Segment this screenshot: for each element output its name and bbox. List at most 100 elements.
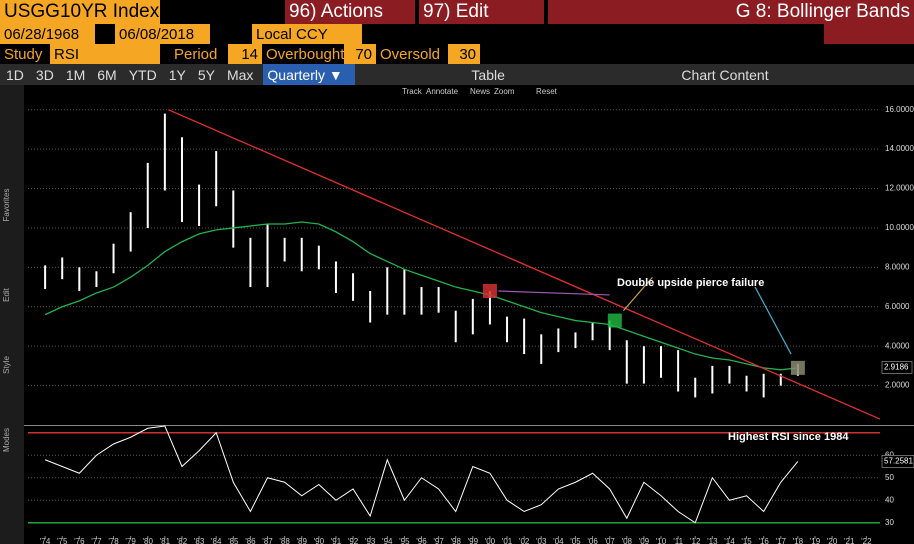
x-tick-label: '79 [125,537,136,544]
x-tick-label: '77 [91,537,102,544]
chart-tool: Annotate [426,87,459,96]
x-tick-label: '94 [382,537,393,544]
x-tick-label: '19 [810,537,821,544]
x-tick-label: '98 [450,537,461,544]
period-buttons: 1D 3D 1M 6M YTD 1Y 5Y Max [0,64,259,85]
period-button[interactable]: 3D [35,66,54,83]
edit-menu[interactable]: 97) Edit [419,0,544,24]
x-tick-label: '21 [844,537,855,544]
y-tick-label: 16.0000 [885,105,914,114]
y-tick-label: 14.0000 [885,144,914,153]
x-tick-label: '80 [143,537,154,544]
x-tick-label: '86 [245,537,256,544]
marker [790,360,805,375]
arrow [754,286,792,355]
period[interactable]: 14 [228,44,262,64]
x-tick-label: '13 [707,537,718,544]
period-button[interactable]: 1M [65,66,86,83]
x-tick-label: '83 [194,537,205,544]
end-date[interactable]: 06/08/2018 [115,24,210,44]
trendline [168,109,881,420]
x-tick-label: '10 [656,537,667,544]
x-tick-label: '97 [433,537,444,544]
x-tick-label: '74 [40,537,51,544]
x-tick-label: '95 [399,537,410,544]
x-tick-label: '90 [314,537,325,544]
side-label: Modes [2,428,11,452]
x-tick-label: '17 [776,537,787,544]
ticker[interactable]: USGG10YR Index [0,0,160,24]
oversold-label: Oversold [380,45,441,63]
x-tick-label: '01 [502,537,513,544]
y-tick-label: 4.0000 [885,341,910,350]
y-tick-label: 10.0000 [885,223,914,232]
overbought-label: Overbought [266,45,344,63]
start-date[interactable]: 06/28/1968 [0,24,95,44]
x-tick-label: '85 [228,537,239,544]
x-tick-label: '14 [724,537,735,544]
y-tick-label: 40 [885,495,894,504]
x-tick-label: '89 [297,537,308,544]
x-tick-label: '05 [570,537,581,544]
y-tick-label: 6.0000 [885,302,910,311]
side-label: Edit [2,287,11,302]
x-tick-label: '88 [279,537,290,544]
actions-menu[interactable]: 96) Actions [285,0,415,24]
study-label: Study [4,45,43,63]
period-button[interactable]: 1D [6,66,24,83]
x-tick-label: '84 [211,537,222,544]
study-name[interactable]: RSI [50,44,160,64]
side-label: Favorites [2,189,11,222]
arrow [498,290,610,296]
x-tick-label: '96 [416,537,427,544]
x-tick-label: '06 [587,537,598,544]
period-button[interactable]: YTD [128,66,157,83]
marker [607,313,622,328]
x-tick-label: '99 [468,537,479,544]
annotation: Double upside pierce failure [617,277,764,289]
chart-tool: News [470,87,490,96]
chart-tool: Reset [536,87,558,96]
period-button[interactable]: 5Y [197,66,215,83]
period-button[interactable]: Max [226,66,254,83]
table-button[interactable]: Table [471,66,505,83]
x-tick-label: '75 [57,537,68,544]
x-tick-label: '07 [604,537,615,544]
y-tick-label: 2.0000 [885,381,910,390]
x-tick-label: '78 [108,537,119,544]
y-tick-label: 60 [885,450,894,459]
x-tick-label: '09 [639,537,650,544]
x-tick-label: '20 [827,537,838,544]
period-button[interactable]: 6M [97,66,117,83]
annotation: Highest RSI since 1984 [728,431,849,443]
side-toolbar [0,85,24,544]
undo-bar[interactable] [824,24,914,44]
x-tick-label: '08 [622,537,633,544]
chart-tool: Track [402,87,423,96]
moving-average [44,221,798,371]
x-tick-label: '18 [793,537,804,544]
period-button[interactable]: 1Y [168,66,186,83]
overbought[interactable]: 70 [344,44,376,64]
frequency-label: Quarterly [267,66,325,83]
chart-content-button[interactable]: Chart Content [681,66,769,83]
arrow [622,276,653,312]
x-tick-label: '02 [519,537,530,544]
marker [482,284,497,298]
chart-area: Track Annotate News Zoom Reset Favorites Edit S… [0,85,914,544]
x-tick-label: '15 [741,537,752,544]
side-label: Style [2,356,11,374]
rsi-line [44,425,799,524]
last-value-box [881,455,914,468]
toolbar: 1D 3D 1M 6M YTD 1Y 5Y Max Quarterly ▼ Table Cha… [0,64,914,85]
oversold[interactable]: 30 [448,44,480,64]
frequency[interactable]: Quarterly ▼ [263,64,356,85]
title-bar: USGG10YR Index 96) Actions 97) Edit G 8:… [0,0,914,24]
x-tick-label: '87 [262,537,273,544]
x-tick-label: '22 [861,537,872,544]
x-tick-label: '81 [160,537,171,544]
x-tick-label: '16 [758,537,769,544]
currency[interactable]: Local CCY [252,24,362,44]
chart-tool: Zoom [494,87,515,96]
